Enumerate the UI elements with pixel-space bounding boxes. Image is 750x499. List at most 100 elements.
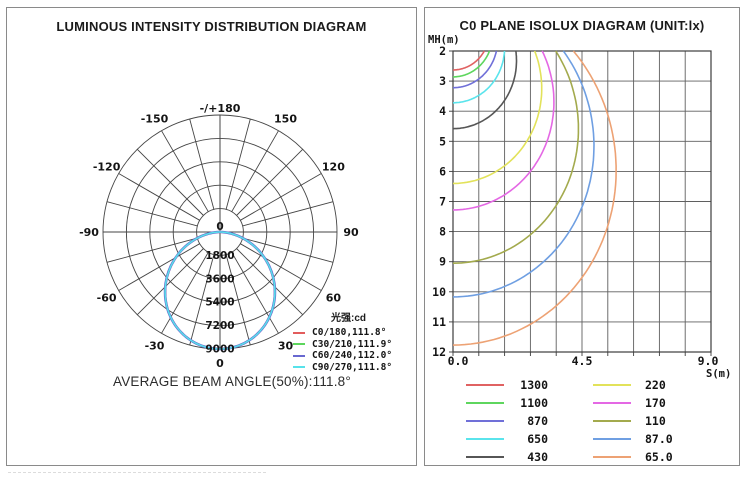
legend-line-swatch xyxy=(593,384,631,386)
polar-curve-C90 xyxy=(164,231,276,350)
polar-spoke xyxy=(118,173,200,221)
legend-line-swatch xyxy=(293,343,305,346)
radial-tick-label: 3600 xyxy=(205,273,234,285)
y-tick-label: 2 xyxy=(439,44,446,58)
y-tick-label: 6 xyxy=(439,164,446,178)
polar-spoke xyxy=(231,252,279,334)
y-tick-label: 4 xyxy=(439,104,446,118)
polar-spoke xyxy=(225,118,251,210)
isolux-curve-1100 xyxy=(452,50,491,78)
y-tick-label: 8 xyxy=(439,225,446,239)
radial-tick-label: 1800 xyxy=(205,250,234,262)
y-tick-label: 7 xyxy=(439,195,446,209)
y-tick-label: 9 xyxy=(439,255,446,269)
radial-tick-label: 7200 xyxy=(205,320,234,332)
legend-line-swatch xyxy=(466,438,504,440)
isolux-panel: 2 3 4 5 6 7 8 9 10 11 12 0.0 4.5 9.0 C0 PLANE ISOLUX … xyxy=(424,7,740,466)
x-tick-label: 9.0 xyxy=(698,354,719,368)
legend-line-swatch xyxy=(293,366,305,369)
legend-line-swatch xyxy=(466,402,504,404)
legend-line-swatch xyxy=(593,438,631,440)
angle-label: -120 xyxy=(93,161,121,174)
polar-spoke xyxy=(161,252,209,334)
radial-tick-label: 9000 xyxy=(205,344,234,356)
isolux-curve-65.0 xyxy=(452,50,617,346)
isolux-legend-item: 220 xyxy=(593,376,695,394)
angle-label: 120 xyxy=(322,161,345,174)
angle-label: -30 xyxy=(145,339,165,352)
y-tick-label: 5 xyxy=(439,134,446,148)
legend-label: C90/270,111.8° xyxy=(312,361,393,373)
angle-label: -60 xyxy=(97,292,117,305)
isolux-curve-110 xyxy=(452,50,580,264)
legend-label: 430 xyxy=(527,450,548,464)
legend-line-swatch xyxy=(593,420,631,422)
angle-label: 90 xyxy=(343,226,359,239)
polar-curves xyxy=(163,230,277,351)
y-axis-title: MH(m) xyxy=(428,34,460,46)
legend-label: C60/240,112.0° xyxy=(312,350,393,362)
angle-label: 0 xyxy=(216,357,224,370)
polar-spoke xyxy=(242,201,334,227)
polar-spoke xyxy=(225,254,251,346)
legend-label: 170 xyxy=(645,396,666,410)
legend-label: 1100 xyxy=(520,396,548,410)
isolux-curve-430 xyxy=(452,50,518,130)
legend-label: 870 xyxy=(527,414,548,428)
isolux-curves xyxy=(452,50,617,346)
polar-intensity-chart: 1800360054007200900000306090120150-/+180… xyxy=(79,102,359,370)
polar-legend-title: 光强:cd xyxy=(331,313,366,324)
y-tick-label: 3 xyxy=(439,74,446,88)
legend-label: 110 xyxy=(645,414,666,428)
polar-grid xyxy=(102,114,338,350)
polar-legend-item: C60/240,112.0° xyxy=(287,350,417,362)
polar-spoke xyxy=(189,118,215,210)
legend-label: C0/180,111.8° xyxy=(312,327,387,339)
isolux-curve-170 xyxy=(453,50,555,211)
y-tick-label: 10 xyxy=(432,285,446,299)
polar-labels: 1800360054007200900000306090120150-/+180… xyxy=(79,102,359,370)
x-tick-label: 0.0 xyxy=(448,354,469,368)
radial-tick-label: 5400 xyxy=(205,297,234,309)
legend-line-swatch xyxy=(466,384,504,386)
polar-spoke xyxy=(106,237,198,263)
legend-line-swatch xyxy=(466,456,504,458)
polar-legend-item: C90/270,111.8° xyxy=(287,362,417,374)
angle-label: -90 xyxy=(79,226,99,239)
isolux-chart: 2 3 4 5 6 7 8 9 10 11 120.0 4.5 9.0 xyxy=(432,44,718,368)
polar-spoke xyxy=(240,243,322,291)
isolux-legend-item: 87.0 xyxy=(593,430,695,448)
polar-spoke xyxy=(161,130,209,212)
isolux-curve-87.0 xyxy=(452,50,595,298)
polar-spoke xyxy=(231,130,279,212)
isolux-tick-labels: 2 3 4 5 6 7 8 9 10 11 120.0 4.5 9.0 xyxy=(432,44,718,368)
y-tick-label: 12 xyxy=(432,345,446,359)
legend-line-swatch xyxy=(293,331,305,334)
angle-label: 150 xyxy=(274,113,297,126)
polar-spoke xyxy=(189,254,215,346)
isolux-legend-item: 110 xyxy=(593,412,695,430)
legend-label: 87.0 xyxy=(645,432,673,446)
legend-label: 650 xyxy=(527,432,548,446)
angle-label: 60 xyxy=(326,292,342,305)
polar-legend-rows: C0/180,111.8° C30/210,111.9° C60/240,112.0… xyxy=(287,327,417,373)
scan-artifact-line xyxy=(8,472,266,473)
right-panel-title: C0 PLANE ISOLUX DIAGRAM (UNIT:lx) xyxy=(459,18,705,33)
isolux-legend-item: 430 xyxy=(466,448,548,466)
isolux-legend-item: 170 xyxy=(593,394,695,412)
angle-label: 30 xyxy=(278,339,294,352)
polar-center-label: 0 xyxy=(216,221,223,233)
polar-spoke xyxy=(240,173,322,221)
isolux-curve-650 xyxy=(453,50,506,104)
angle-label: -150 xyxy=(141,113,169,126)
legend-label: 65.0 xyxy=(645,450,673,464)
x-tick-label: 4.5 xyxy=(572,354,593,368)
legend-label: 220 xyxy=(645,378,666,392)
isolux-legend-item: 1300 xyxy=(466,376,548,394)
angle-label: -/+180 xyxy=(200,102,241,115)
polar-spoke xyxy=(236,148,304,216)
legend-line-swatch xyxy=(466,420,504,422)
plot-border xyxy=(452,50,712,353)
isolux-legend-item: 1100 xyxy=(466,394,548,412)
